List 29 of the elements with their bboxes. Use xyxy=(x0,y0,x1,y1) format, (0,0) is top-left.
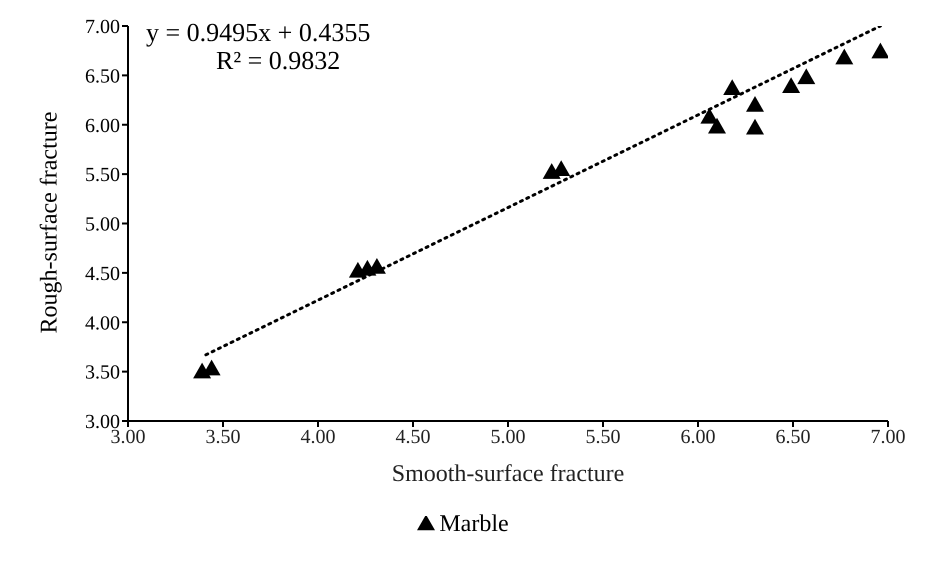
point xyxy=(871,42,888,58)
x-axis-title: Smooth-surface fracture xyxy=(392,461,624,487)
x-tick-label: 3.50 xyxy=(206,426,240,448)
point xyxy=(746,96,764,112)
y-tick-label: 4.50 xyxy=(85,262,120,285)
y-axis-title: Rough-surface fracture xyxy=(36,112,63,334)
point xyxy=(746,118,764,134)
y-tick-label: 6.00 xyxy=(85,114,120,137)
y-tick-label: 4.00 xyxy=(85,312,120,334)
y-tick-label: 3.50 xyxy=(85,362,120,384)
legend-label: Marble xyxy=(439,511,509,537)
y-tick-label: 5.00 xyxy=(85,214,120,236)
x-tick-label: 5.50 xyxy=(586,426,620,448)
point xyxy=(835,48,854,64)
x-tick-label: 4.50 xyxy=(396,426,430,448)
x-tick-label: 7.00 xyxy=(870,426,906,448)
y-tick-label: 6.50 xyxy=(85,65,120,88)
point xyxy=(723,79,742,95)
annotation: R² = 0.9832 xyxy=(216,46,340,76)
annotation: y = 0.9495x + 0.4355 xyxy=(146,18,370,48)
x-tick-label: 5.00 xyxy=(490,426,526,448)
x-tick-label: 6.50 xyxy=(776,426,810,448)
point xyxy=(708,118,726,134)
x-tick-label: 6.00 xyxy=(680,426,716,448)
y-tick-label: 5.50 xyxy=(85,164,120,186)
point xyxy=(797,68,816,84)
point xyxy=(782,77,800,93)
x-tick-label: 4.00 xyxy=(300,426,336,448)
y-tick-label: 7.00 xyxy=(85,16,120,38)
